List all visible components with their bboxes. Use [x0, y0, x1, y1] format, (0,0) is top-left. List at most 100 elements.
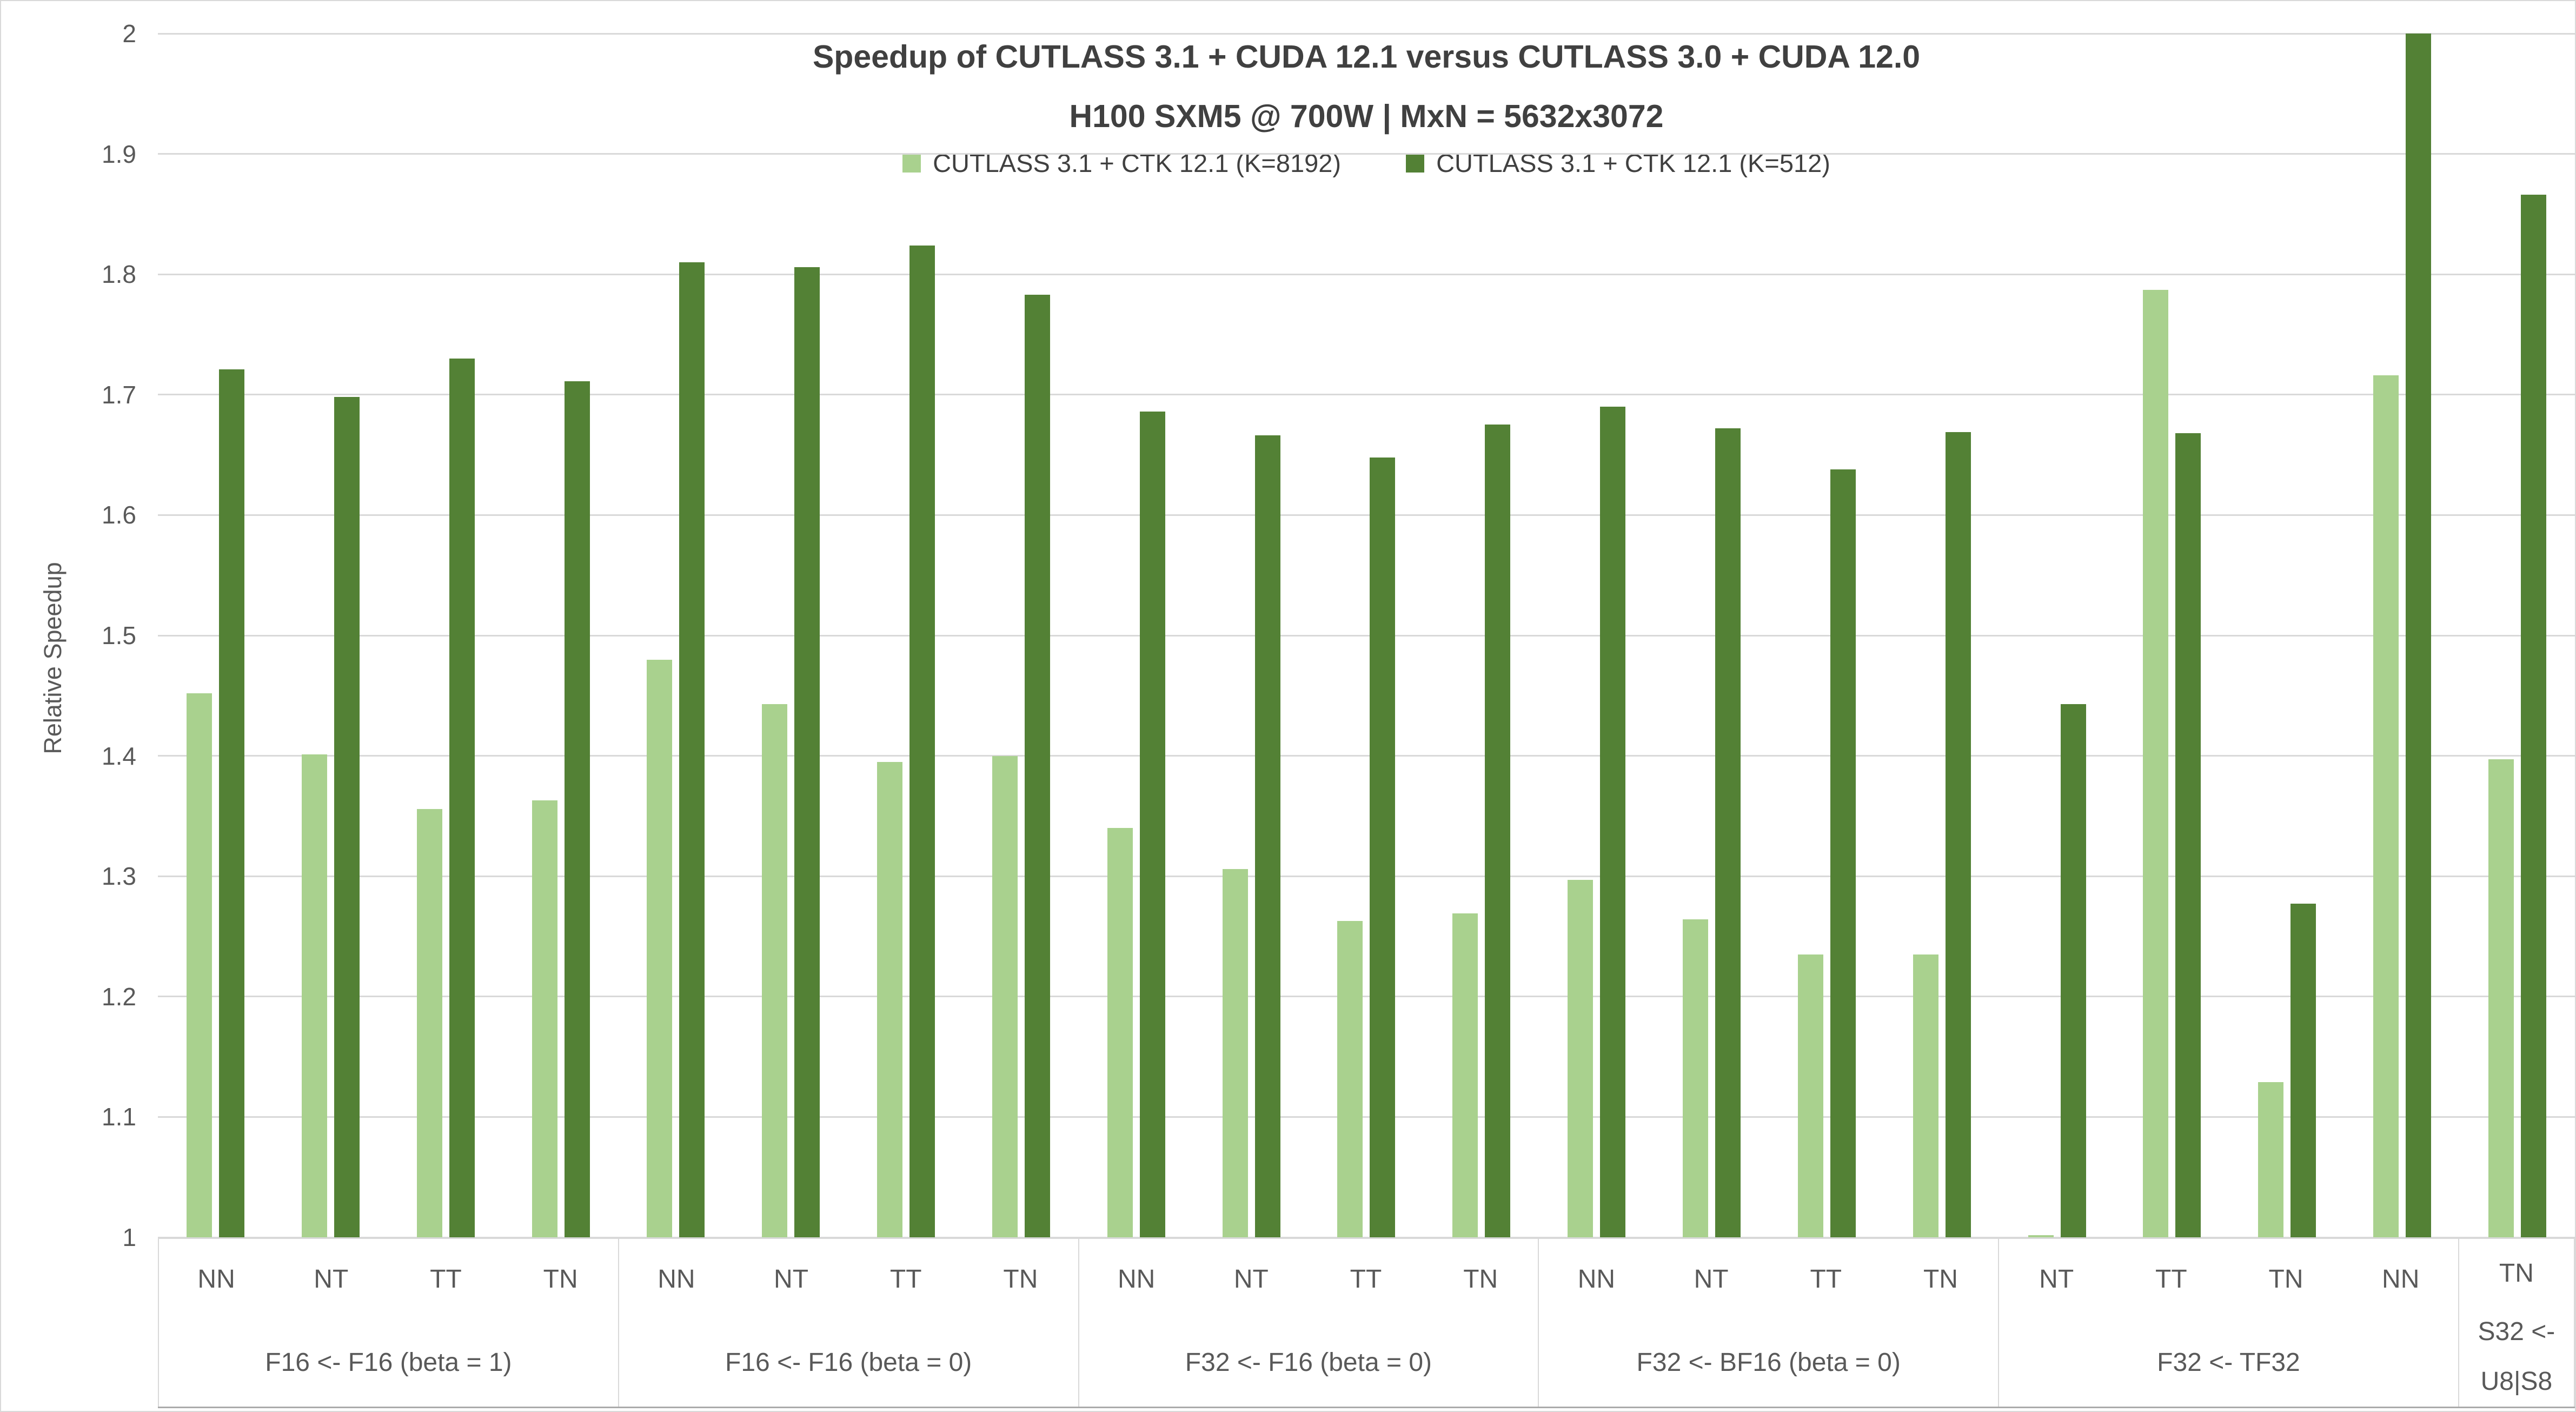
- grid-line: [158, 1116, 2575, 1118]
- transpose-label: NT: [314, 1264, 349, 1294]
- bar-cell: [2345, 34, 2460, 1237]
- transpose-row: NT TT TN NN: [1999, 1239, 2458, 1319]
- y-tick-label: 1.5: [102, 621, 136, 649]
- bar-pair: [2143, 34, 2201, 1237]
- bar-cell: [848, 34, 964, 1237]
- legend-color-swatch: [902, 154, 921, 173]
- transpose-label: TN: [1923, 1264, 1958, 1294]
- grid-line: [158, 634, 2575, 637]
- transpose-label: NN: [658, 1264, 695, 1294]
- bar-cell: [1309, 34, 1424, 1237]
- group-label-line: F32 <- BF16 (beta = 0): [1636, 1348, 1901, 1377]
- bar-k8192: [2143, 290, 2169, 1237]
- transpose-label: NN: [2382, 1264, 2420, 1294]
- transpose-row: TN: [2459, 1239, 2574, 1307]
- y-tick-label: 1: [122, 1223, 136, 1251]
- axis-group: TN S32 <- U8|S8: [2458, 1239, 2575, 1407]
- bar-pair: [2028, 34, 2086, 1237]
- bar-cell: [158, 34, 273, 1237]
- bar-k512: [1370, 457, 1396, 1237]
- transpose-label: TT: [1350, 1264, 1382, 1294]
- plot-area: [158, 32, 2575, 1238]
- bar-cell: [618, 34, 733, 1237]
- group-label: S32 <- U8|S8: [2459, 1307, 2574, 1407]
- bar-cell: [388, 34, 503, 1237]
- bar-cell: [273, 34, 388, 1237]
- bar-cell: [1884, 34, 2000, 1237]
- axis-group: NT TT TN NN F32 <- TF32: [1998, 1239, 2458, 1407]
- bar-k8192: [1222, 869, 1248, 1237]
- bar-group: [2460, 34, 2575, 1237]
- bar-cell: [1654, 34, 1769, 1237]
- bar-group: [618, 34, 1078, 1237]
- bar-k512: [909, 245, 935, 1237]
- axis-group: NN NT TT TN F32 <- F16 (beta = 0): [1078, 1239, 1538, 1407]
- bar-cell: [2000, 34, 2115, 1237]
- y-tick-label: 1.2: [102, 982, 136, 1011]
- bar-k8192: [2028, 1235, 2054, 1237]
- bar-pair: [301, 34, 360, 1237]
- bar-k512: [2290, 904, 2316, 1237]
- bar-pair: [1797, 34, 1856, 1237]
- legend-color-swatch: [1406, 154, 1425, 173]
- bar-pair: [1568, 34, 1626, 1237]
- bar-k8192: [647, 659, 673, 1237]
- grid-line: [158, 153, 2575, 155]
- bar-k512: [794, 267, 820, 1237]
- transpose-label: TT: [430, 1264, 462, 1294]
- transpose-label: NN: [197, 1264, 235, 1294]
- bar-k512: [2406, 34, 2432, 1237]
- group-label-line: U8|S8: [2480, 1367, 2553, 1396]
- bar-k512: [218, 369, 244, 1237]
- bar-k8192: [1452, 913, 1478, 1237]
- bar-k512: [2175, 433, 2201, 1237]
- bar-k512: [334, 397, 360, 1237]
- bar-k512: [1945, 432, 1971, 1237]
- y-tick-label: 1.4: [102, 741, 136, 770]
- group-label-line: F16 <- F16 (beta = 1): [265, 1348, 512, 1377]
- group-label: F16 <- F16 (beta = 0): [619, 1319, 1078, 1407]
- bar-k512: [449, 359, 475, 1237]
- bar-pair: [1452, 34, 1511, 1237]
- transpose-row: NN NT TT TN: [159, 1239, 618, 1319]
- group-label-line: F32 <- F16 (beta = 0): [1185, 1348, 1432, 1377]
- bar-k8192: [301, 754, 327, 1237]
- y-tick-label: 1.1: [102, 1103, 136, 1131]
- transpose-label: NT: [774, 1264, 809, 1294]
- chart-title-line1: Speedup of CUTLASS 3.1 + CUDA 12.1 versu…: [812, 39, 1921, 75]
- transpose-row: NN NT TT TN: [1539, 1239, 1998, 1319]
- group-label: F32 <- F16 (beta = 0): [1079, 1319, 1538, 1407]
- bar-k8192: [2488, 759, 2514, 1237]
- bar-k8192: [2258, 1082, 2284, 1237]
- bar-k8192: [992, 755, 1018, 1237]
- bar-pair: [416, 34, 475, 1237]
- bar-pair: [2258, 34, 2316, 1237]
- bar-pair: [877, 34, 935, 1237]
- bar-cell: [1539, 34, 1654, 1237]
- transpose-label: TT: [889, 1264, 922, 1294]
- bar-cell: [964, 34, 1079, 1237]
- transpose-row: NN NT TT TN: [619, 1239, 1078, 1319]
- group-label-line: S32 <-: [2478, 1317, 2555, 1346]
- bar-k8192: [416, 808, 442, 1237]
- bar-cell: [733, 34, 848, 1237]
- bar-pair: [186, 34, 244, 1237]
- grid-line: [158, 996, 2575, 998]
- bar-k8192: [1913, 954, 1938, 1237]
- bar-pair: [2373, 34, 2432, 1237]
- transpose-label: NT: [1694, 1264, 1729, 1294]
- bar-pair: [647, 34, 705, 1237]
- bar-k8192: [1568, 879, 1594, 1237]
- bar-pair: [1222, 34, 1280, 1237]
- grid-line: [158, 32, 2575, 35]
- bar-cell: [1194, 34, 1309, 1237]
- group-label: F32 <- BF16 (beta = 0): [1539, 1319, 1998, 1407]
- bar-k8192: [186, 693, 212, 1237]
- grid-line: [158, 514, 2575, 516]
- axis-group: NN NT TT TN F16 <- F16 (beta = 1): [158, 1239, 618, 1407]
- bar-pair: [532, 34, 590, 1237]
- bar-k512: [2060, 704, 2086, 1237]
- transpose-label: TN: [2499, 1258, 2534, 1288]
- bar-cell: [2460, 34, 2575, 1237]
